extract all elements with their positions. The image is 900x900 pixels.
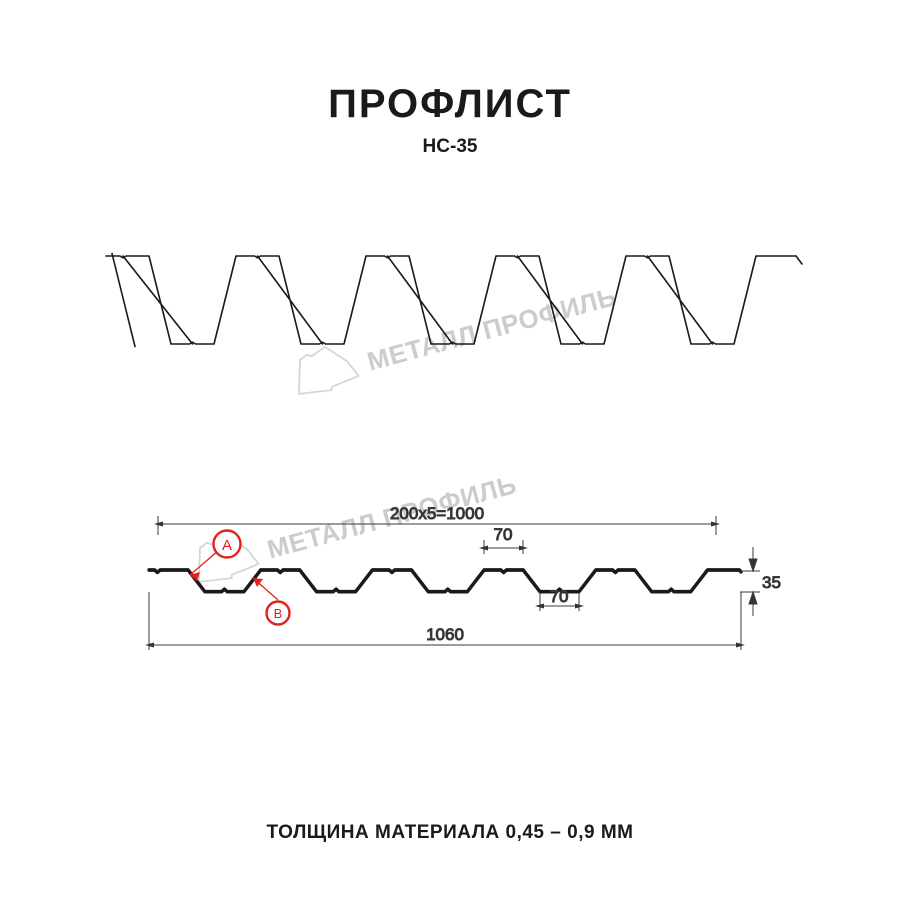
svg-text:70: 70 bbox=[494, 525, 513, 544]
svg-text:A: A bbox=[222, 537, 232, 554]
svg-text:70: 70 bbox=[550, 587, 569, 606]
svg-text:200x5=1000: 200x5=1000 bbox=[390, 504, 484, 523]
svg-text:1060: 1060 bbox=[426, 625, 464, 644]
svg-text:B: B bbox=[274, 606, 283, 621]
svg-text:35: 35 bbox=[762, 573, 781, 592]
